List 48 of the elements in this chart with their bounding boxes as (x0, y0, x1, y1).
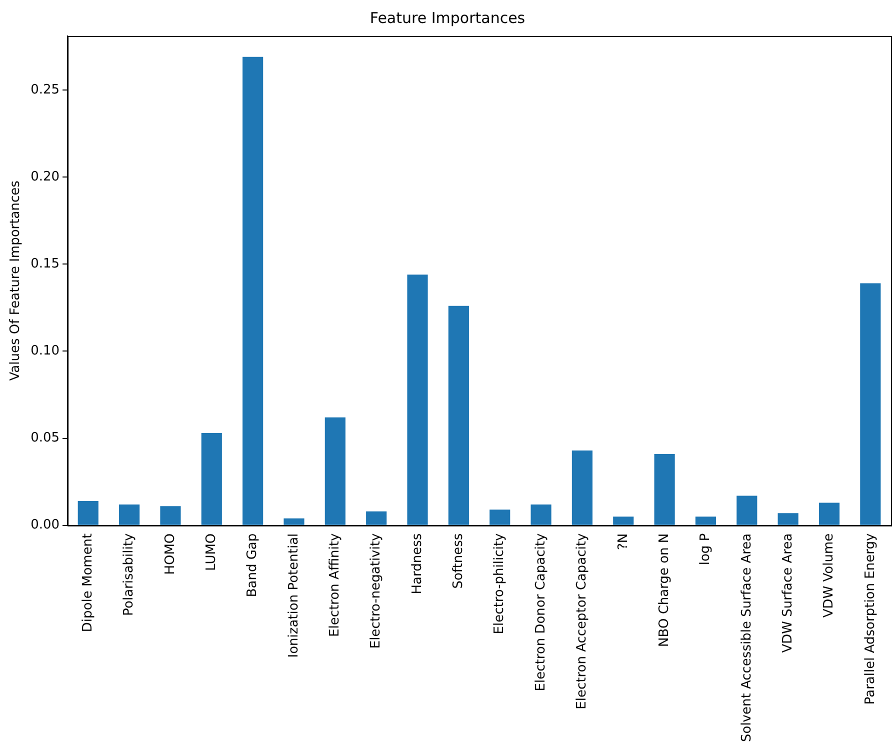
bar (119, 504, 140, 525)
bar (530, 504, 552, 525)
chart-title: Feature Importances (370, 8, 526, 27)
y-tick-label: 0.00 (30, 518, 60, 533)
bar (448, 306, 469, 525)
x-tick-label: ?N (616, 533, 631, 550)
x-tick-label: Band Gap (245, 533, 260, 598)
x-tick-label: NBO Charge on N (656, 533, 672, 647)
bar (160, 506, 181, 525)
x-tick-label: log P (698, 533, 714, 566)
bar (654, 454, 675, 525)
x-tick-label: Softness (451, 533, 466, 589)
x-tick-label: Electron Acceptor Capacity (574, 533, 590, 710)
bar (366, 511, 387, 525)
y-tick-label: 0.25 (30, 82, 60, 98)
bar (78, 500, 98, 525)
x-tick-label: VDW Surface Area (780, 533, 796, 653)
bar (242, 56, 264, 525)
x-tick-label: Hardness (410, 533, 425, 594)
bar (201, 433, 222, 525)
bar (818, 502, 840, 525)
bar (778, 513, 798, 525)
y-tick-label: 0.05 (30, 430, 60, 446)
x-tick-label: Ionization Potential (286, 533, 302, 658)
y-tick-label: 0.15 (30, 256, 60, 272)
x-tick-label: Electro-negativity (368, 533, 384, 649)
x-tick-label: Polarisability (122, 533, 137, 616)
x-tick-label: HOMO (162, 533, 178, 575)
x-tick-label: Electro-philicity (492, 533, 508, 634)
x-tick-label: LUMO (204, 533, 220, 571)
bar (490, 510, 510, 525)
x-tick-label: Dipole Moment (80, 533, 96, 632)
y-tick-label: 0.20 (30, 169, 60, 184)
bar (695, 516, 716, 525)
x-tick-label: Parallel Adsorption Energy (862, 533, 878, 705)
bar (860, 283, 881, 525)
bar (407, 274, 428, 525)
x-tick-label: Electron Affinity (328, 533, 343, 637)
x-tick-label: VDW Volume (822, 533, 837, 618)
x-tick-label: Solvent Accessible Surface Area (739, 533, 754, 742)
y-axis-title: Values Of Feature Importances (8, 180, 24, 381)
bar (324, 417, 346, 525)
bar (613, 516, 634, 525)
bar (572, 450, 592, 525)
bar (736, 496, 758, 525)
y-tick-label: 0.10 (30, 344, 60, 359)
x-tick-label: Electron Donor Capacity (533, 533, 548, 692)
bar (284, 518, 304, 525)
